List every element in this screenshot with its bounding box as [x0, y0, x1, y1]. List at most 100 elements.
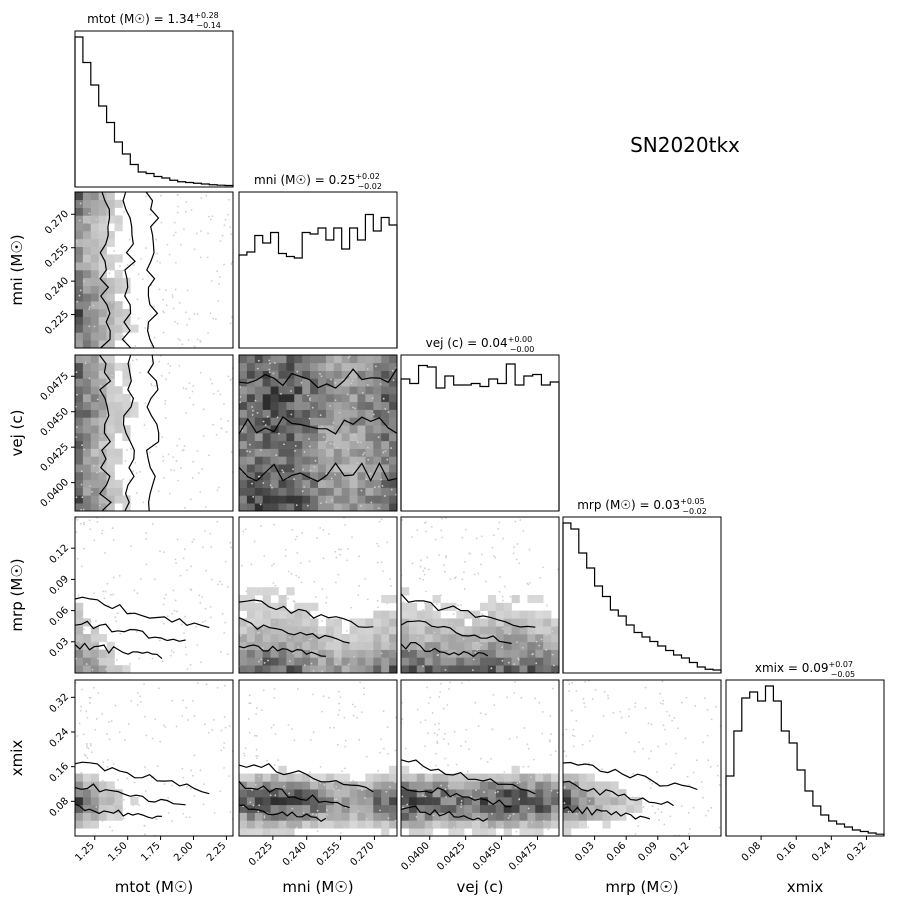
density-cell — [246, 610, 256, 619]
density-cell — [357, 487, 366, 496]
scatter-point — [209, 616, 212, 619]
scatter-point — [138, 657, 141, 660]
density-cell — [114, 316, 123, 325]
scatter-point — [411, 562, 414, 565]
density-cell — [456, 773, 465, 782]
density-cell — [114, 301, 123, 310]
scatter-point — [584, 705, 587, 708]
density-cell — [98, 425, 107, 434]
scatter-point — [220, 729, 223, 732]
density-cell — [302, 370, 311, 379]
density-cell — [278, 665, 287, 674]
density-cell — [456, 626, 465, 635]
density-cell — [278, 657, 287, 666]
density-cell — [75, 781, 84, 790]
scatter-point — [619, 710, 622, 713]
density-cell — [495, 649, 504, 658]
density-cell — [90, 634, 99, 643]
density-cell — [262, 440, 271, 449]
density-cell — [75, 440, 84, 449]
scatter-point — [497, 527, 500, 530]
scatter-point — [453, 730, 456, 733]
density-cell — [519, 804, 528, 813]
density-cell — [278, 487, 287, 496]
scatter-point — [563, 785, 566, 788]
scatter-point — [452, 613, 455, 616]
scatter-point — [226, 653, 229, 656]
density-cell — [487, 820, 497, 829]
scatter-point — [534, 697, 536, 700]
density-cell — [389, 657, 398, 666]
scatter-point — [662, 724, 665, 727]
density-cell — [302, 610, 311, 619]
scatter-point — [254, 399, 257, 402]
density-cell — [106, 440, 115, 449]
scatter-point — [366, 774, 368, 777]
density-cell — [401, 812, 410, 821]
y-tick-label: 0.12 — [48, 543, 72, 567]
density-cell — [90, 479, 99, 488]
scatter-point — [429, 779, 432, 782]
scatter-point — [424, 745, 427, 748]
density-cell — [389, 448, 398, 457]
scatter-point — [212, 718, 215, 721]
scatter-point — [565, 728, 568, 731]
scatter-point — [161, 436, 164, 439]
scatter-point — [184, 646, 187, 649]
scatter-point — [491, 826, 493, 829]
scatter-point — [179, 574, 182, 577]
scatter-point — [132, 470, 135, 473]
scatter-point — [254, 734, 256, 737]
density-cell — [75, 332, 84, 341]
density-cell — [98, 479, 107, 488]
density-cell — [535, 781, 544, 790]
density-cell — [480, 828, 489, 837]
density-cell — [357, 417, 366, 426]
density-cell — [325, 812, 335, 821]
density-cell — [270, 626, 279, 635]
density-cell — [254, 479, 263, 488]
density-cell — [543, 634, 552, 643]
density-cell — [610, 804, 619, 813]
scatter-point — [389, 786, 391, 788]
density-cell — [333, 401, 342, 410]
scatter-point — [343, 716, 346, 719]
density-cell — [602, 781, 611, 790]
density-cell — [239, 409, 248, 418]
scatter-point — [144, 402, 147, 405]
scatter-point — [261, 622, 264, 625]
density-cell — [535, 820, 544, 829]
density-cell — [333, 641, 342, 650]
scatter-point — [692, 771, 695, 774]
scatter-point — [82, 508, 85, 511]
scatter-point — [163, 311, 165, 314]
density-cell — [90, 440, 99, 449]
scatter-point — [228, 725, 231, 727]
scatter-point — [141, 278, 144, 281]
scatter-point — [184, 210, 187, 213]
density-cell — [239, 448, 248, 457]
contours-mrp-mtot — [74, 596, 210, 660]
density-cell — [90, 293, 99, 302]
scatter-point — [620, 716, 623, 719]
scatter-point — [350, 625, 353, 628]
density-xmix-vej — [401, 765, 560, 837]
density-cell — [325, 378, 335, 387]
density-cell — [527, 610, 536, 619]
scatter-point — [256, 411, 259, 414]
density-cell — [487, 626, 497, 635]
scatter-point — [118, 798, 120, 800]
density-cell — [90, 215, 99, 224]
scatter-point — [321, 710, 323, 713]
density-cell — [98, 394, 107, 403]
density-cell — [357, 634, 366, 643]
density-cell — [98, 433, 107, 442]
density-cell — [610, 797, 619, 806]
density-cell — [106, 797, 115, 806]
scatter-point — [75, 371, 78, 373]
density-cell — [373, 641, 382, 650]
density-cell — [114, 401, 123, 410]
density-cell — [551, 665, 560, 674]
contour-line — [238, 762, 374, 793]
